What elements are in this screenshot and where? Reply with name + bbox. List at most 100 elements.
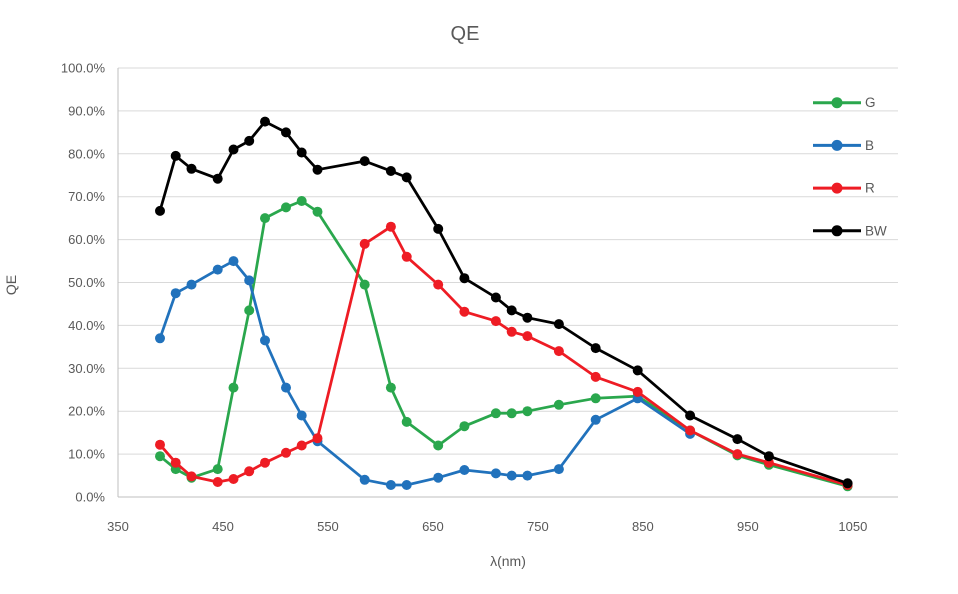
- legend: G B R BW: [813, 95, 887, 238]
- series-R-marker: [553, 346, 564, 357]
- y-tick-label: 60.0%: [68, 232, 105, 247]
- series-BW-marker: [312, 164, 323, 175]
- series-R-marker: [632, 386, 643, 397]
- series-G-marker: [244, 305, 255, 316]
- y-tick-label: 30.0%: [68, 361, 105, 376]
- x-tick-label: 1050: [838, 519, 867, 534]
- series-R-marker: [459, 306, 470, 317]
- series-R-marker: [522, 331, 533, 342]
- x-tick-label: 750: [527, 519, 549, 534]
- legend-label: B: [865, 138, 874, 153]
- series-BW-marker: [553, 319, 564, 330]
- series-BW-marker: [260, 116, 270, 127]
- series-B-marker: [522, 470, 533, 481]
- series-BW-marker: [296, 147, 307, 158]
- x-tick-label: 650: [422, 519, 444, 534]
- series-B-marker: [506, 470, 517, 481]
- series-R-marker: [401, 251, 412, 262]
- series-BW-marker: [212, 173, 223, 184]
- legend-label: G: [865, 95, 876, 110]
- series-R-marker: [385, 221, 396, 232]
- series-R-marker: [244, 466, 255, 477]
- series-R-marker: [506, 326, 517, 337]
- y-tick-label: 90.0%: [68, 103, 105, 118]
- series-R-marker: [685, 425, 696, 436]
- series-R-marker: [186, 471, 197, 482]
- series-B-marker: [228, 256, 239, 267]
- legend-item-BW[interactable]: BW: [813, 223, 887, 238]
- y-tick-label: 10.0%: [68, 447, 105, 462]
- series-G-marker: [401, 416, 412, 427]
- y-axis-title: QE: [3, 275, 19, 295]
- series-BW-marker: [732, 434, 743, 445]
- series-BW-marker: [763, 451, 774, 462]
- series-B-marker: [260, 335, 270, 346]
- series-G-marker: [260, 213, 270, 224]
- series-BW-marker: [522, 312, 533, 323]
- y-tick-label: 40.0%: [68, 318, 105, 333]
- series-B-marker: [244, 275, 255, 286]
- x-tick-label: 550: [317, 519, 339, 534]
- y-tick-label: 50.0%: [68, 275, 105, 290]
- series-R-marker: [590, 371, 601, 382]
- series-R-marker: [155, 439, 165, 450]
- axes-and-ticks: 0.0% 10.0% 20.0% 30.0% 40.0% 50.0% 60.0% 70.0% 8…: [61, 61, 898, 534]
- series-BW-marker: [490, 292, 501, 303]
- legend-item-G[interactable]: G: [813, 95, 876, 110]
- series-B-marker: [186, 279, 197, 290]
- series-R-marker: [212, 477, 223, 487]
- series-BW-marker: [842, 478, 853, 489]
- y-tick-label: 80.0%: [68, 146, 105, 161]
- y-tick-label: 70.0%: [68, 189, 105, 204]
- legend-item-R[interactable]: R: [813, 181, 875, 196]
- series-R-marker: [296, 440, 307, 451]
- series-B-marker: [553, 464, 564, 475]
- legend-label: R: [865, 181, 875, 196]
- legend-item-B[interactable]: B: [813, 138, 874, 153]
- series-G-marker: [490, 408, 501, 419]
- legend-swatch-marker: [831, 182, 843, 194]
- y-tick-label: 20.0%: [68, 404, 105, 419]
- series-R-marker: [732, 449, 743, 460]
- series-R: [155, 221, 853, 490]
- series-R-marker: [490, 316, 501, 327]
- series-B-marker: [590, 414, 601, 425]
- y-tick-label: 100.0%: [61, 61, 106, 76]
- series-B-marker: [281, 382, 291, 393]
- series-BW-marker: [155, 205, 165, 216]
- series-B-marker: [170, 288, 181, 299]
- series-BW-marker: [228, 144, 239, 155]
- series-BW-marker: [590, 343, 601, 354]
- series-B-marker: [359, 474, 370, 485]
- series-BW-marker: [186, 163, 197, 174]
- series-B-marker: [433, 472, 444, 483]
- series-R-marker: [260, 457, 270, 468]
- series-G-marker: [459, 421, 470, 432]
- series-BW-marker: [359, 156, 370, 167]
- series-B-marker: [459, 465, 470, 475]
- series-G-marker: [212, 464, 223, 475]
- x-axis-title: λ(nm): [490, 553, 526, 569]
- series-R-marker: [170, 457, 181, 468]
- series-B-marker: [401, 480, 412, 490]
- series-G: [155, 196, 853, 492]
- series-G-marker: [281, 202, 291, 213]
- series-BW-marker: [506, 305, 517, 316]
- series-BW: [155, 116, 853, 489]
- series-BW-marker: [244, 135, 255, 146]
- series-B-line: [158, 259, 692, 487]
- x-tick-label: 450: [212, 519, 234, 534]
- series-BW-marker: [401, 172, 412, 183]
- series-G-marker: [385, 382, 396, 393]
- chart-title: QE: [451, 23, 480, 45]
- series-G-marker: [522, 406, 533, 417]
- series-B-marker: [155, 333, 165, 344]
- x-tick-label: 850: [632, 519, 654, 534]
- series-R-marker: [433, 279, 444, 290]
- series-B-marker: [296, 410, 307, 421]
- series-R-marker: [359, 238, 370, 249]
- x-tick-label: 350: [107, 519, 129, 534]
- series-G-marker: [228, 382, 239, 393]
